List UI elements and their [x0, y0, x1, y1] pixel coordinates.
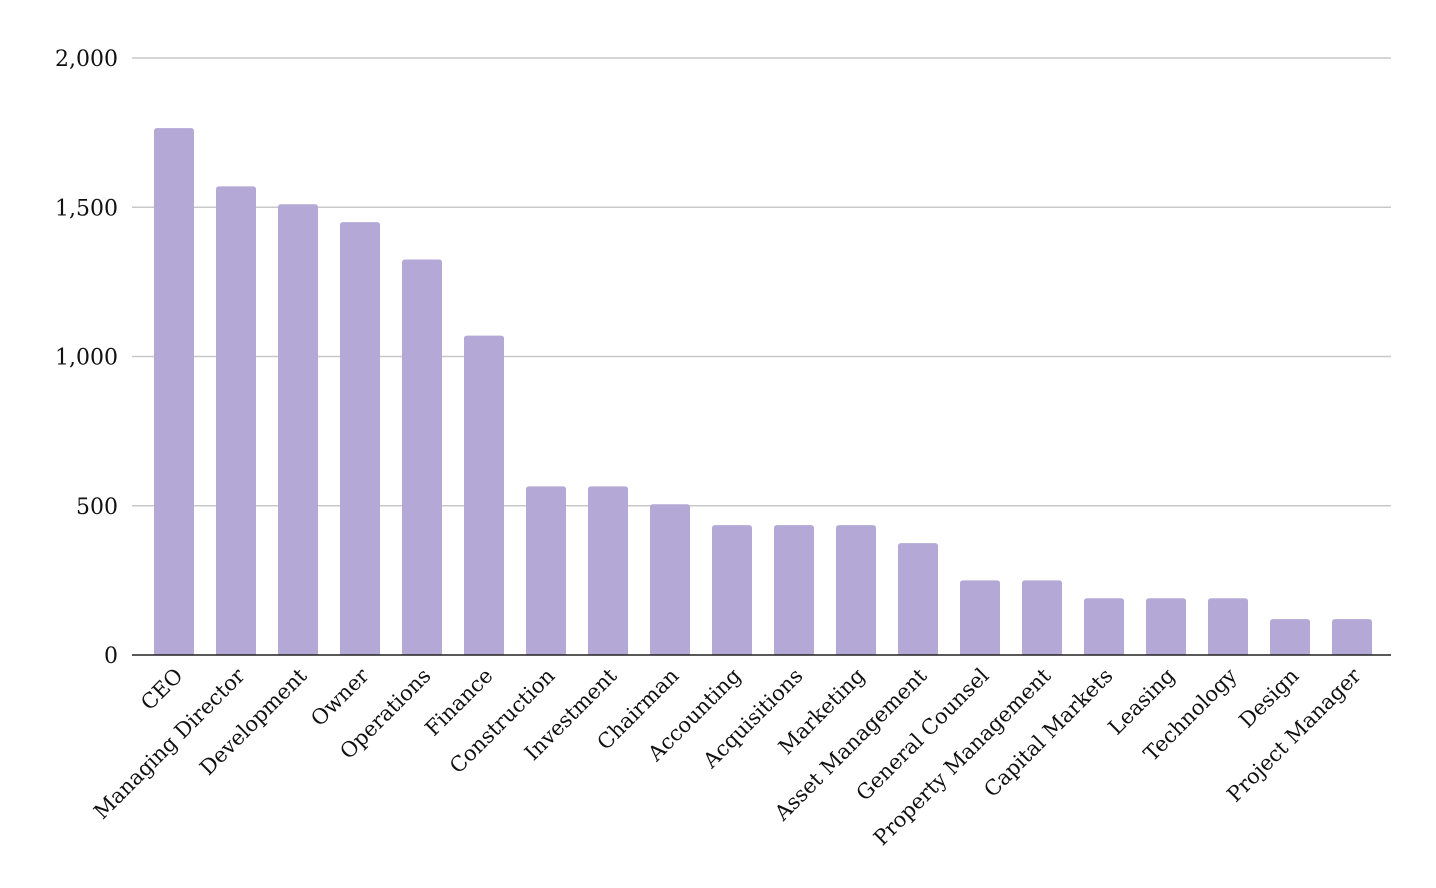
bar — [464, 335, 504, 655]
bar — [278, 204, 318, 655]
bar — [712, 525, 752, 655]
bar — [836, 525, 876, 655]
x-tick-label: CEO — [136, 664, 187, 715]
y-tick-label: 1,000 — [55, 346, 118, 371]
bar — [1270, 619, 1310, 655]
bar — [1146, 598, 1186, 655]
y-axis-tick-labels: 0 500 1,000 1,500 2,000 — [55, 47, 118, 669]
bar — [216, 186, 256, 656]
y-tick-label: 1,500 — [55, 196, 118, 221]
bar — [650, 504, 690, 655]
bar — [1332, 619, 1372, 655]
bar — [960, 580, 1000, 655]
bar — [1084, 598, 1124, 655]
bar — [526, 486, 566, 655]
grid-lines — [132, 57, 1391, 507]
bars — [154, 128, 1372, 656]
bar — [154, 128, 194, 655]
bar — [402, 259, 442, 655]
bar — [1208, 598, 1248, 655]
bar — [774, 525, 814, 655]
y-tick-label: 500 — [76, 495, 118, 520]
bar — [340, 222, 380, 656]
bar — [898, 543, 938, 655]
y-tick-label: 0 — [104, 644, 118, 669]
x-tick-label: Development — [195, 663, 312, 780]
y-tick-label: 2,000 — [55, 47, 118, 72]
bar — [588, 486, 628, 655]
bar — [1022, 580, 1062, 655]
